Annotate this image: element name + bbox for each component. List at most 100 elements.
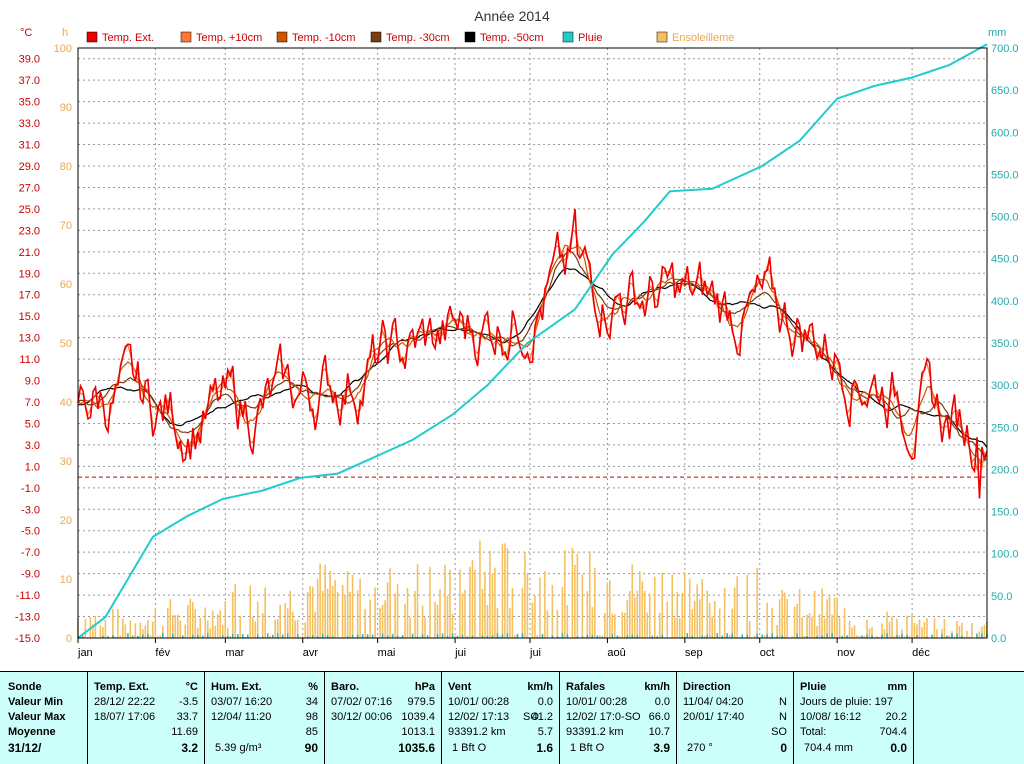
hours-tick-label: 30 (60, 456, 72, 468)
sunshine-bar (606, 582, 609, 638)
month-label: oct (760, 647, 775, 659)
hours-tick-label: 20 (60, 515, 72, 527)
sunshine-bar (254, 621, 257, 638)
rain-cumulative-polyline (77, 43, 988, 639)
sunshine-bar (204, 607, 207, 638)
sunshine-bar (853, 625, 856, 638)
legend-swatch (656, 31, 668, 43)
sunshine-bar (284, 603, 286, 638)
sunshine-bar (731, 608, 733, 638)
daily-rain-bar (137, 635, 139, 638)
daily-rain-bar (871, 635, 873, 638)
daily-rain-bar (711, 636, 714, 638)
sunshine-bar (838, 617, 841, 638)
daily-rain-bar (441, 633, 444, 638)
daily-rain-bar (461, 634, 464, 638)
sunshine-bar (221, 624, 224, 638)
sunshine-bar (933, 618, 936, 638)
sunshine-bar (898, 635, 901, 638)
month-label: mai (378, 647, 396, 659)
sunshine-bar (224, 601, 227, 638)
dir-current: 0 (780, 741, 787, 755)
sunshine-bar (301, 635, 304, 638)
sunshine-bar (219, 610, 222, 638)
baro-current: 1035.6 (398, 741, 435, 755)
temp-tick-label: 27.0 (19, 182, 40, 194)
sunshine-bar (683, 572, 686, 638)
sunshine-bar (494, 567, 496, 638)
sunshine-bar (791, 636, 793, 638)
daily-rain-bar (661, 634, 664, 638)
rain-tick-label: 650.0 (991, 85, 1019, 97)
sunshine-bar (251, 617, 254, 638)
daily-rain-bar (816, 636, 818, 638)
sunshine-bar (176, 614, 179, 638)
sunshine-bar (796, 603, 798, 638)
sunshine-bar (626, 599, 629, 638)
sunshine-bar (94, 615, 97, 638)
daily-rain-bar (916, 634, 918, 638)
sunshine-bar (167, 607, 169, 638)
temp-tick-label: 1.0 (25, 461, 40, 473)
sonde-header: Sonde (8, 681, 42, 693)
temp-tick-label: 33.0 (19, 118, 40, 130)
month-label: avr (303, 647, 319, 659)
daily-rain-bar (806, 636, 808, 638)
month-label: fév (155, 647, 170, 659)
sunshine-bar (906, 615, 908, 638)
legend-label: Pluie (578, 32, 602, 44)
daily-rain-bar (426, 635, 429, 638)
chart-axes: 39.0 37.0 35.0 33.0 31.0 29.0 27.0 25.0 23.0 21.0… (15, 27, 1019, 659)
gust-current: 3.9 (653, 741, 670, 755)
hours-tick-label: 10 (60, 574, 72, 586)
daily-rain-bar (411, 633, 414, 638)
gust-header: Rafales (566, 681, 606, 693)
sunshine-bar (701, 579, 704, 638)
wind-min-value: 0.0 (537, 696, 553, 708)
sunshine-bar (306, 592, 309, 638)
sunshine-bar (226, 627, 229, 638)
daily-rain-bar (956, 633, 958, 638)
legend-label: Temp. -50cm (480, 32, 544, 44)
rain-days: Jours de pluie: 197 (800, 696, 893, 708)
rain-tick-label: 150.0 (991, 507, 1019, 519)
month-label: jui (529, 647, 541, 659)
sunshine-bar (484, 571, 486, 638)
sunshine-bar (631, 564, 634, 638)
sunshine-bar (159, 635, 162, 638)
sunshine-bar (798, 589, 801, 638)
sunshine-bar (693, 600, 696, 638)
daily-rain-bar (202, 635, 204, 638)
sunshine-bar (521, 587, 524, 638)
sunshine-bar (324, 564, 326, 638)
sunshine-bar (856, 635, 858, 638)
rain-tick-label: 100.0 (991, 549, 1019, 561)
temp-plus10-line (77, 229, 988, 472)
sunshine-bar (564, 550, 566, 638)
sunshine-bar (646, 612, 649, 638)
sunshine-bar (968, 636, 971, 638)
sunshine-bar (713, 601, 716, 638)
sunshine-bar (836, 597, 838, 638)
sunshine-bar (711, 616, 714, 638)
sunshine-bar (748, 621, 751, 638)
sunshine-bar (434, 601, 436, 638)
gust-distance: 93391.2 km (566, 726, 624, 738)
rain-tick-label: 450.0 (991, 254, 1019, 266)
rain-max-value: 20.2 (885, 711, 907, 723)
sunshine-bar (216, 614, 219, 638)
month-label: mar (225, 647, 244, 659)
daily-rain-bar (237, 634, 239, 638)
sunshine-bar (673, 617, 676, 638)
sunshine-bar (386, 582, 389, 638)
sunshine-bar (903, 636, 906, 638)
daily-rain-bar (896, 634, 898, 638)
row-label-min: Valeur Min (8, 696, 64, 708)
daily-rain-bar (866, 634, 868, 638)
daily-rain-bar (586, 634, 589, 638)
sunshine-bar (638, 571, 641, 638)
daily-rain-bar (976, 633, 978, 638)
daily-rain-bar (656, 636, 659, 638)
daily-rain-bar (281, 634, 284, 638)
sunshine-bar (698, 599, 701, 638)
